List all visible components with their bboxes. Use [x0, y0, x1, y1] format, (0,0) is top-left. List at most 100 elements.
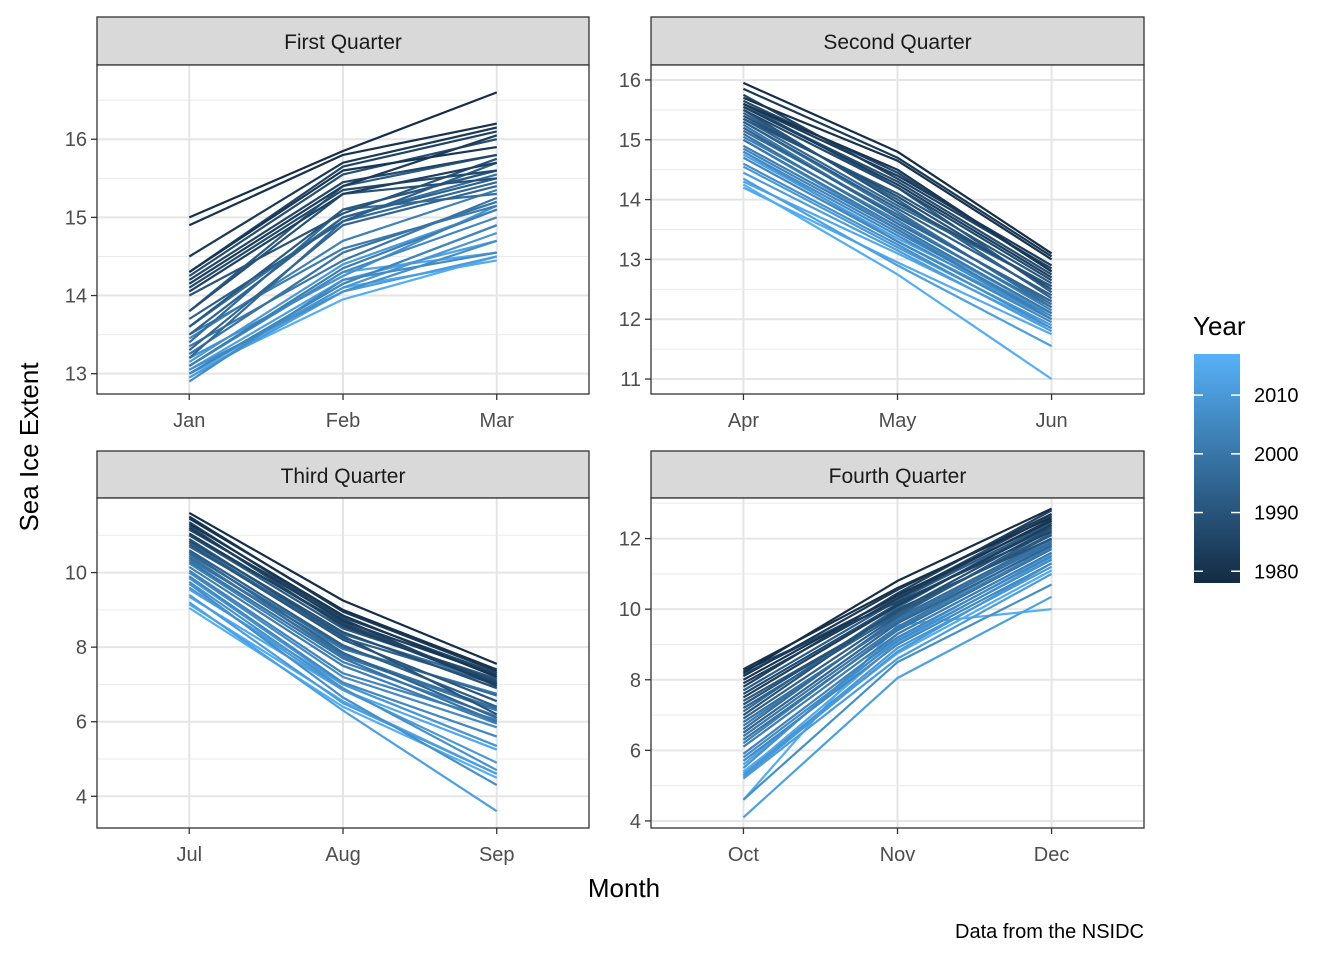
series-line-2001 — [742, 539, 1053, 727]
series-line-2006 — [742, 150, 1053, 321]
series-line-2016 — [742, 608, 1052, 801]
series-line-1981 — [188, 523, 498, 679]
x-tick-label: May — [879, 410, 917, 432]
series-line-1987 — [742, 108, 1053, 282]
series-line-1999 — [188, 560, 498, 723]
y-tick-label: 4 — [630, 811, 641, 833]
facet-panel-2: Second Quarter 11 12 13 14 15 16 Apr May Jun — [619, 16, 1145, 432]
series-line-2000 — [742, 138, 1053, 315]
facet-strip-label: Second Quarter — [823, 31, 971, 54]
y-tick-label: 13 — [619, 249, 641, 271]
series-line-2016 — [188, 607, 498, 779]
series-line-1993 — [742, 528, 1053, 720]
y-tick-label: 12 — [619, 529, 641, 551]
series-line-2015 — [742, 186, 1053, 336]
series-line-1999 — [188, 200, 498, 356]
series-line-1998 — [188, 556, 498, 710]
caption: Data from the NSIDC — [955, 921, 1144, 943]
series-line-2012 — [742, 595, 1053, 819]
facet-strip — [650, 450, 1145, 499]
series-line-2003 — [742, 546, 1053, 745]
series-line-1979 — [188, 511, 498, 665]
panels-layer: First Quarter 13 14 15 16 Jan Feb Mar Second Qua… — [65, 16, 1145, 866]
series-line-1993 — [188, 549, 498, 708]
series-line-1987 — [188, 169, 497, 289]
series-line-1980 — [742, 96, 1053, 261]
y-tick-label: 14 — [619, 190, 641, 212]
x-tick-label: Sep — [479, 844, 515, 866]
x-tick-label: Feb — [326, 410, 360, 432]
y-tick-label: 8 — [630, 670, 641, 692]
series-line-2009 — [188, 231, 498, 375]
series-line-1981 — [188, 146, 497, 274]
series-line-1999 — [742, 132, 1053, 309]
y-axis-title: Sea Ice Extent — [14, 362, 44, 532]
series-line-2007 — [742, 583, 1053, 801]
series-line-1983 — [188, 134, 498, 285]
facet-strip-label: Fourth Quarter — [829, 465, 967, 488]
series-line-1984 — [188, 532, 498, 686]
y-tick-label: 6 — [630, 740, 641, 762]
y-tick-label: 13 — [65, 364, 87, 386]
series-line-2001 — [188, 204, 498, 336]
series-line-1995 — [188, 551, 498, 720]
facet-strip-label: Third Quarter — [281, 465, 406, 488]
series-line-1979 — [188, 91, 498, 219]
y-tick-label: 16 — [65, 129, 87, 151]
x-tick-label: Jul — [176, 844, 202, 866]
series-line-1995 — [188, 185, 498, 352]
series-line-2005 — [188, 575, 498, 738]
series-line-1989 — [188, 539, 498, 690]
series-line-2004 — [188, 224, 498, 375]
y-tick-label: 14 — [65, 286, 87, 308]
legend-tick-label: 1990 — [1254, 503, 1299, 525]
x-axis-title: Month — [588, 873, 660, 903]
series-line-1981 — [742, 519, 1053, 681]
x-tick-label: Apr — [728, 410, 759, 432]
x-tick-label: Jan — [173, 410, 205, 432]
y-tick-label: 15 — [65, 207, 87, 229]
facet-panel-1: First Quarter 13 14 15 16 Jan Feb Mar — [65, 16, 590, 432]
series-line-2008 — [188, 580, 498, 772]
series-line-1983 — [742, 102, 1053, 267]
series-line-1980 — [188, 517, 498, 671]
series-line-2002 — [742, 144, 1053, 321]
series-line-2007 — [188, 582, 498, 787]
x-tick-label: Dec — [1034, 844, 1070, 866]
y-tick-label: 15 — [619, 130, 641, 152]
x-tick-label: Aug — [325, 844, 361, 866]
x-tick-label: Oct — [728, 844, 760, 866]
legend-tick-label: 1980 — [1254, 561, 1299, 583]
facet-strip — [650, 16, 1145, 66]
series-line-1999 — [742, 548, 1053, 741]
series-line-2002 — [188, 566, 498, 725]
legend-tick-label: 2000 — [1254, 444, 1299, 466]
series-line-1997 — [742, 537, 1053, 731]
series-line-2012 — [188, 601, 498, 813]
series-line-2009 — [188, 577, 498, 748]
y-tick-label: 8 — [76, 637, 87, 659]
series-line-1988 — [188, 138, 498, 277]
series-line-2006 — [742, 558, 1053, 759]
legend-tick-label: 2010 — [1254, 385, 1299, 407]
series-line-1995 — [742, 126, 1053, 303]
x-tick-label: Jun — [1035, 410, 1067, 432]
series-line-1982 — [742, 512, 1053, 678]
series-line-1980 — [188, 122, 498, 227]
series-line-2006 — [188, 251, 497, 383]
legend: Year 1980 1990 2000 2010 — [1193, 311, 1299, 583]
x-tick-label: Mar — [480, 410, 515, 432]
series-line-2003 — [188, 562, 498, 718]
series-line-1995 — [742, 544, 1053, 734]
facet-panel-3: Third Quarter 4 6 8 10 Jul Aug Sep — [65, 450, 590, 866]
series-line-1979 — [742, 81, 1053, 255]
series-line-2010 — [188, 208, 498, 363]
series-line-1993 — [742, 120, 1053, 297]
series-line-2007 — [742, 162, 1053, 330]
y-tick-label: 6 — [76, 712, 87, 734]
facet-panel-4: Fourth Quarter 4 6 8 10 12 Oct Nov Dec — [619, 450, 1145, 866]
series-line-2011 — [742, 572, 1053, 780]
series-line-1984 — [742, 523, 1053, 699]
